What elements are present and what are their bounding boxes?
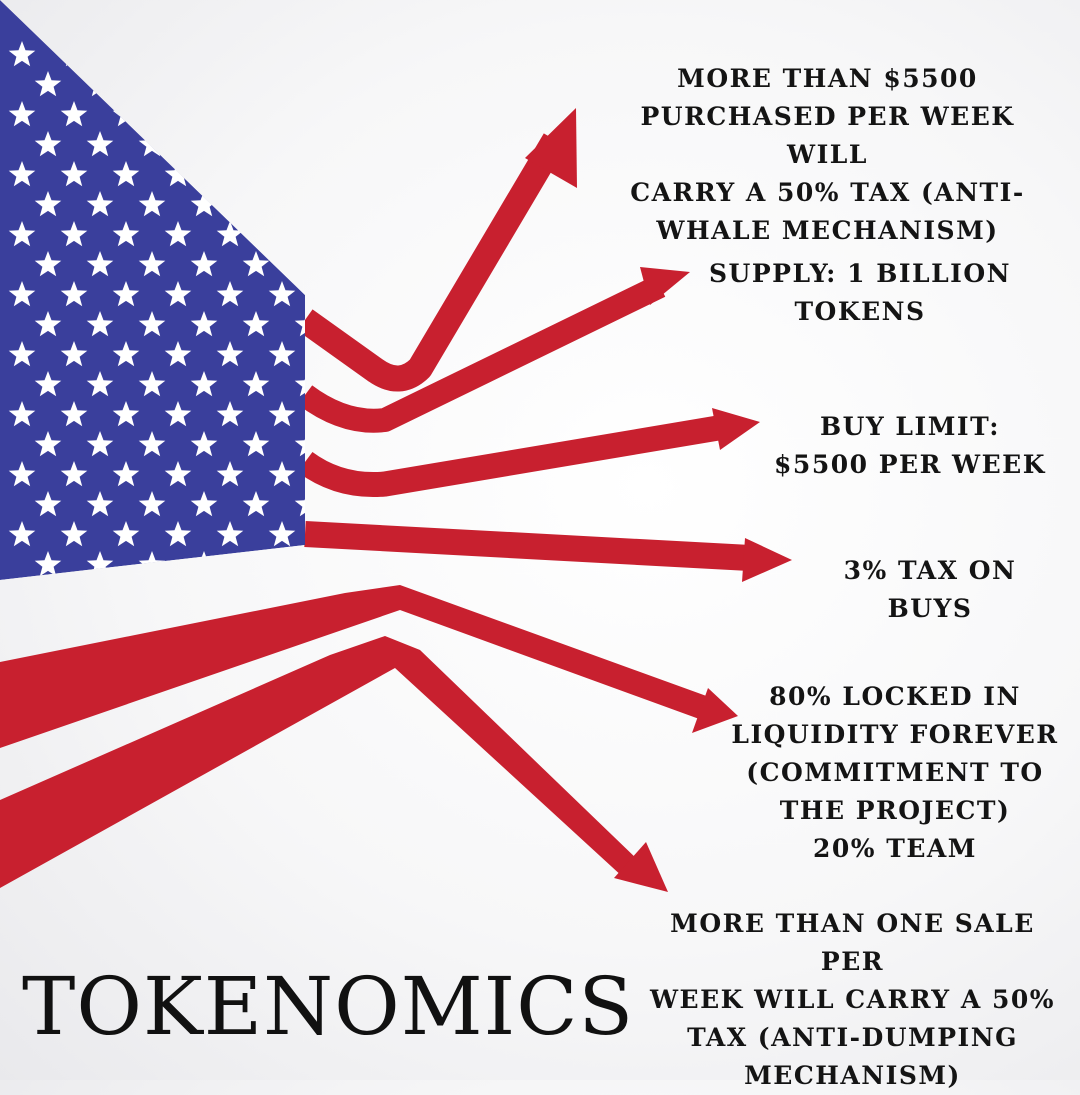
star-icon xyxy=(347,431,374,456)
point-supply: SUPPLY: 1 BILLION TOKENS xyxy=(700,255,1020,331)
point-buy-tax: 3% TAX ON BUYS xyxy=(820,552,1040,628)
star-icon xyxy=(243,191,270,216)
star-icon xyxy=(347,251,374,276)
stripe-arrow-3 xyxy=(305,428,718,485)
star-icon xyxy=(295,191,322,216)
star-icon xyxy=(165,41,192,66)
star-icon xyxy=(243,131,270,156)
star-icon xyxy=(321,281,348,306)
point-liquidity: 80% LOCKED IN LIQUIDITY FOREVER (COMMITM… xyxy=(725,678,1065,868)
star-icon xyxy=(217,161,244,186)
star-icon xyxy=(113,41,140,66)
star-icon xyxy=(217,41,244,66)
star-icon xyxy=(347,551,374,576)
star-icon xyxy=(321,41,348,66)
star-icon xyxy=(347,71,374,96)
star-icon xyxy=(139,71,166,96)
star-icon xyxy=(165,101,192,126)
arrowhead-4 xyxy=(742,538,792,582)
arrowhead-3 xyxy=(712,408,760,450)
star-icon xyxy=(243,71,270,96)
page-title: TOKENOMICS xyxy=(22,962,634,1052)
star-icon xyxy=(321,221,348,246)
star-icon xyxy=(321,161,348,186)
star-icon xyxy=(269,41,296,66)
star-icon xyxy=(269,221,296,246)
star-icon xyxy=(269,161,296,186)
star-icon xyxy=(295,131,322,156)
star-icon xyxy=(347,311,374,336)
star-icon xyxy=(321,101,348,126)
star-icon xyxy=(295,251,322,276)
point-buy-limit: BUY LIMIT: $5500 PER WEEK xyxy=(760,408,1060,484)
point-anti-whale: MORE THAN $5500 PURCHASED PER WEEK WILL … xyxy=(595,60,1060,250)
point-anti-dumping: MORE THAN ONE SALE PER WEEK WILL CARRY A… xyxy=(640,905,1065,1095)
star-icon xyxy=(61,41,88,66)
star-icon xyxy=(243,551,270,576)
star-icon xyxy=(269,101,296,126)
flag-canton xyxy=(0,0,373,580)
stripe-arrow-4 xyxy=(305,534,750,558)
star-icon xyxy=(347,131,374,156)
star-icon xyxy=(295,71,322,96)
star-icon xyxy=(191,71,218,96)
star-icon xyxy=(191,131,218,156)
star-icon xyxy=(217,101,244,126)
star-icon xyxy=(347,191,374,216)
star-icon xyxy=(295,551,322,576)
